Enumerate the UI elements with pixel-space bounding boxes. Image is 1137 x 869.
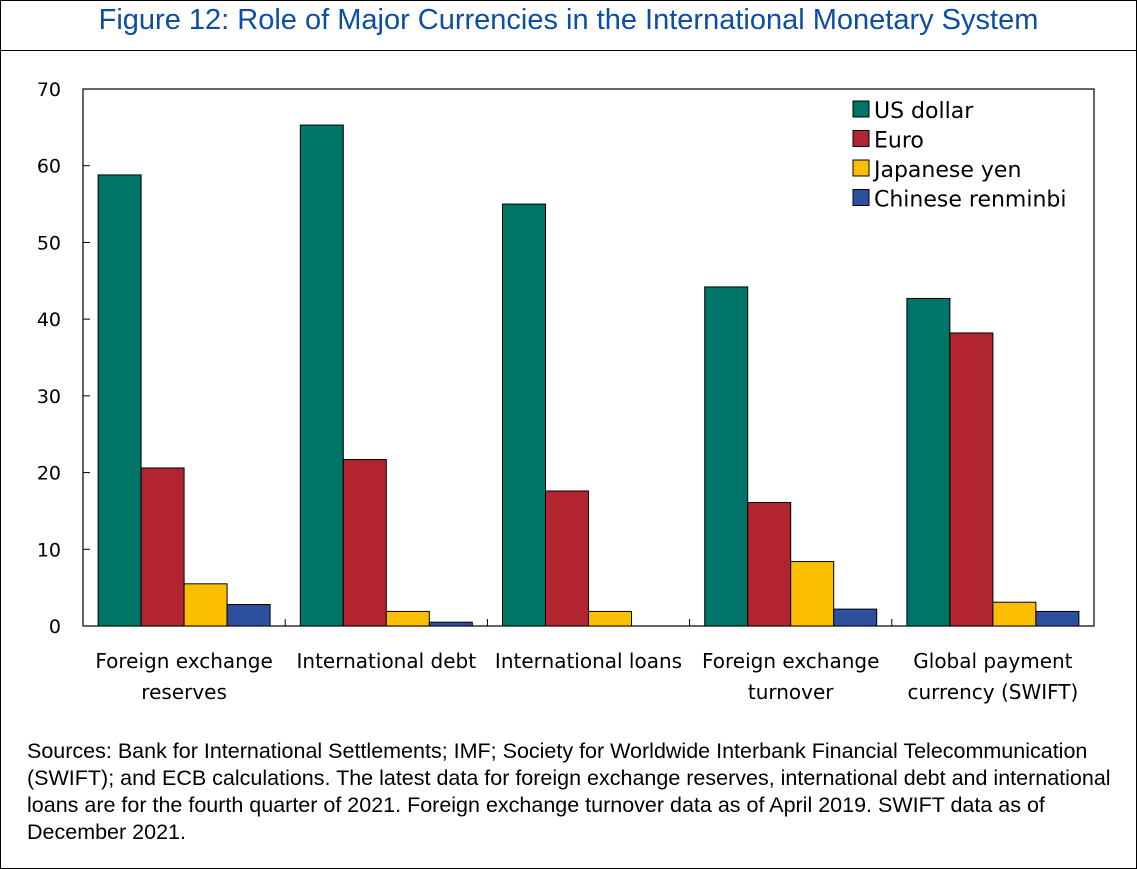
bar-chinese-renminbi — [1035, 610, 1080, 627]
bar-japanese-yen — [588, 610, 632, 627]
bar-us-dollar — [502, 203, 546, 627]
legend-label: US dollar — [874, 99, 974, 124]
bar-chinese-renminbi — [226, 604, 271, 627]
legend-swatch — [852, 130, 870, 147]
bar-japanese-yen — [790, 561, 835, 627]
legend-label: Chinese renminbi — [874, 188, 1067, 213]
bar-euro — [747, 501, 792, 627]
bar-euro — [140, 467, 185, 627]
bar-euro — [342, 459, 387, 627]
y-tick-label: 40 — [37, 309, 61, 331]
bar-chinese-renminbi — [833, 608, 878, 627]
title-divider — [0, 50, 1137, 51]
bar-japanese-yen — [992, 601, 1037, 627]
bar-us-dollar — [299, 124, 344, 627]
legend-label: Euro — [874, 129, 924, 154]
y-tick-label: 10 — [37, 539, 61, 561]
y-tick-label: 30 — [37, 386, 61, 408]
x-category-label: currency (SWIFT) — [907, 680, 1078, 704]
legend-swatch — [852, 159, 870, 177]
figure-title: Figure 12: Role of Major Currencies in t… — [98, 4, 1039, 36]
x-category-label: International debt — [297, 649, 477, 673]
x-category-label: reserves — [141, 680, 227, 704]
y-tick-label: 60 — [37, 156, 61, 178]
bar-euro — [949, 332, 994, 627]
y-tick-label: 0 — [49, 616, 61, 638]
sources-note: Sources: Bank for International Settleme… — [27, 739, 1111, 844]
bar-us-dollar — [97, 174, 142, 627]
bar-chinese-renminbi — [428, 621, 473, 627]
bar-euro — [545, 490, 589, 627]
bar-us-dollar — [704, 286, 749, 627]
x-category-label: turnover — [748, 680, 834, 704]
bar-us-dollar — [906, 297, 951, 627]
legend-swatch — [852, 100, 870, 118]
x-category-label: Foreign exchange — [95, 649, 272, 673]
bar-chart: 0 10 20 30 40 50 60 70 Foreign exchange reserves I… — [37, 79, 1095, 704]
x-category-label: Global payment — [913, 649, 1072, 673]
y-tick-label: 70 — [37, 79, 61, 101]
legend-swatch — [852, 189, 870, 206]
bar-japanese-yen — [183, 583, 228, 627]
y-tick-label: 20 — [37, 463, 61, 485]
bar-japanese-yen — [385, 610, 430, 627]
x-category-label: Foreign exchange — [702, 649, 879, 673]
y-tick-label: 50 — [37, 232, 61, 254]
x-category-label: International loans — [495, 649, 682, 673]
legend-label: Japanese yen — [872, 158, 1021, 183]
